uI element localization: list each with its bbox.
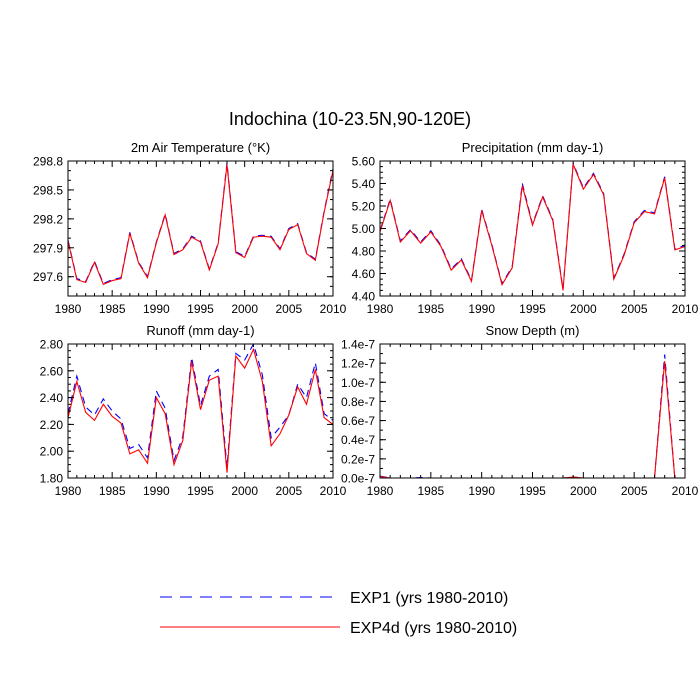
y-tick-label: 298.8 [33,155,63,169]
legend-label-exp1: EXP1 (yrs 1980-2010) [350,590,508,607]
legend: EXP1 (yrs 1980-2010) EXP4d (yrs 1980-201… [160,590,517,637]
y-tick-label: 297.6 [33,270,63,284]
series-line-exp4d [380,164,685,291]
plot-frame [379,160,686,297]
y-tick-label: 0.8e-7 [341,395,375,409]
y-tick-label: 1.0e-7 [341,376,375,390]
legend-label-exp4d: EXP4d (yrs 1980-2010) [350,620,517,637]
y-tick-label: 298.5 [33,183,63,197]
y-tick-label: 2.20 [40,418,64,432]
x-tick-label: 2010 [672,484,699,498]
y-tick-label: 4.60 [352,267,376,281]
x-tick-label: 2005 [621,484,648,498]
y-tick-label: 4.40 [352,290,376,304]
panel-3: Runoff (mm day-1) 1980 1985 1990 1995 2000 200… [40,323,347,498]
y-tick-label: 0.0e-7 [341,472,375,486]
x-tick-label: 2000 [570,484,597,498]
series-line-exp1 [68,162,333,285]
y-tick-label: 1.2e-7 [341,357,375,371]
y-tick-label: 1.80 [40,472,64,486]
x-tick-label: 2005 [275,484,302,498]
y-tick-label: 0.2e-7 [341,452,375,466]
x-tick-label: 2010 [320,484,347,498]
y-tick-label: 2.80 [40,338,64,352]
x-tick-label: 1990 [468,302,495,316]
y-tick-label: 5.60 [352,155,376,169]
y-tick-label: 2.40 [40,391,64,405]
panel-4: Snow Depth (m) 1980 1985 1990 1995 2000 2005 20… [341,323,699,498]
series-line-exp4d [68,347,333,473]
y-tick-label: 298.2 [33,212,63,226]
y-tick-label: 297.9 [33,241,63,255]
panel-title: 2m Air Temperature (°K) [131,140,270,155]
x-tick-label: 1985 [99,302,126,316]
x-tick-label: 1980 [55,302,82,316]
x-tick-label: 1995 [187,484,214,498]
figure-title: Indochina (10-23.5N,90-120E) [229,109,471,129]
x-tick-label: 2000 [231,484,258,498]
panel-title: Runoff (mm day-1) [146,323,254,338]
y-tick-label: 0.4e-7 [341,433,375,447]
x-tick-label: 1980 [367,484,394,498]
series-line-exp1 [68,344,333,468]
x-tick-label: 2010 [320,302,347,316]
y-tick-label: 0.6e-7 [341,414,375,428]
x-tick-label: 1995 [519,302,546,316]
x-tick-label: 1990 [468,484,495,498]
x-tick-label: 2000 [231,302,258,316]
y-tick-label: 1.4e-7 [341,338,375,352]
panel-title: Precipitation (mm day-1) [462,140,604,155]
y-tick-label: 2.60 [40,364,64,378]
x-tick-label: 1980 [367,302,394,316]
panel-1: 2m Air Temperature (°K) 1980 1985 1990 1995 2… [33,140,347,316]
y-tick-label: 4.80 [352,245,376,259]
x-tick-label: 2000 [570,302,597,316]
x-tick-label: 1985 [417,484,444,498]
series-line-exp1 [380,354,685,478]
x-tick-label: 2005 [621,302,648,316]
x-tick-label: 1995 [519,484,546,498]
x-tick-label: 1985 [417,302,444,316]
x-tick-label: 1985 [99,484,126,498]
x-tick-label: 1980 [55,484,82,498]
x-tick-label: 2005 [275,302,302,316]
x-tick-label: 1990 [143,302,170,316]
x-tick-label: 1995 [187,302,214,316]
panels: 2m Air Temperature (°K) 1980 1985 1990 1995 2… [33,140,699,498]
series-line-exp4d [380,361,685,478]
y-tick-label: 5.20 [352,200,376,214]
y-tick-label: 2.00 [40,445,64,459]
panel-title: Snow Depth (m) [486,323,580,338]
y-tick-label: 5.00 [352,222,376,236]
plot-frame [379,343,686,479]
panel-2: Precipitation (mm day-1) 1980 1985 1990 1995… [352,140,699,316]
x-tick-label: 2010 [672,302,699,316]
series-line-exp4d [68,164,333,286]
y-tick-label: 5.40 [352,177,376,191]
x-tick-label: 1990 [143,484,170,498]
plot-frame [67,160,334,297]
